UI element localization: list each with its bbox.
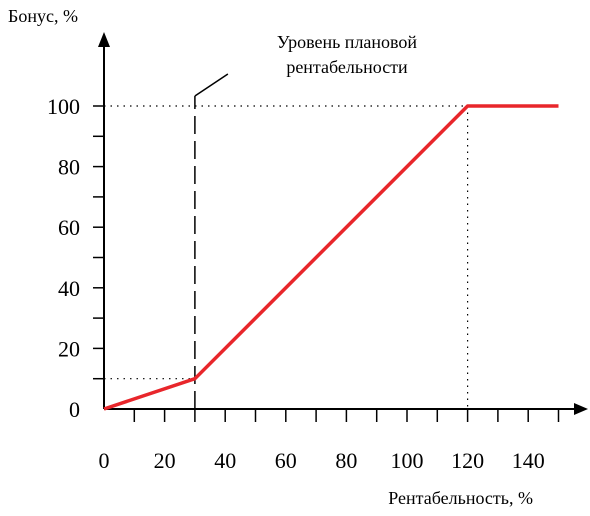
y-tick-label: 20 (58, 336, 80, 361)
y-minor-ticks (93, 105, 104, 380)
y-axis-arrow (98, 32, 110, 47)
x-axis-arrow (574, 403, 588, 415)
x-tick-label: 100 (391, 448, 424, 473)
x-tick-label: 40 (214, 448, 236, 473)
annotation-line-2: рентабельности (286, 57, 408, 77)
y-tick-label: 100 (47, 94, 80, 119)
annotation-line-1: Уровень плановой (277, 32, 418, 52)
x-tick-label: 20 (154, 448, 176, 473)
series-line (103, 104, 559, 411)
y-tick-label: 0 (69, 397, 80, 422)
y-axis (98, 32, 110, 409)
y-tick-labels: 0 20 40 60 80 100 (47, 94, 80, 422)
series-layer (103, 104, 559, 411)
x-minor-ticks (133, 409, 560, 422)
y-tick-label: 60 (58, 215, 80, 240)
y-axis-title: Бонус, % (8, 6, 78, 26)
x-tick-label: 80 (335, 448, 357, 473)
annotation: Уровень плановой рентабельности (194, 32, 418, 97)
y-tick-label: 40 (58, 276, 80, 301)
x-tick-label: 140 (512, 448, 545, 473)
x-axis-title: Рентабельность, % (388, 488, 533, 508)
annotation-leader (194, 73, 229, 97)
x-tick-labels: 0 20 40 60 80 100 120 140 (99, 448, 545, 473)
x-tick-label: 120 (451, 448, 484, 473)
reference-lines (104, 96, 469, 409)
x-tick-label: 0 (99, 448, 110, 473)
y-tick-label: 80 (58, 155, 80, 180)
x-tick-label: 60 (275, 448, 297, 473)
